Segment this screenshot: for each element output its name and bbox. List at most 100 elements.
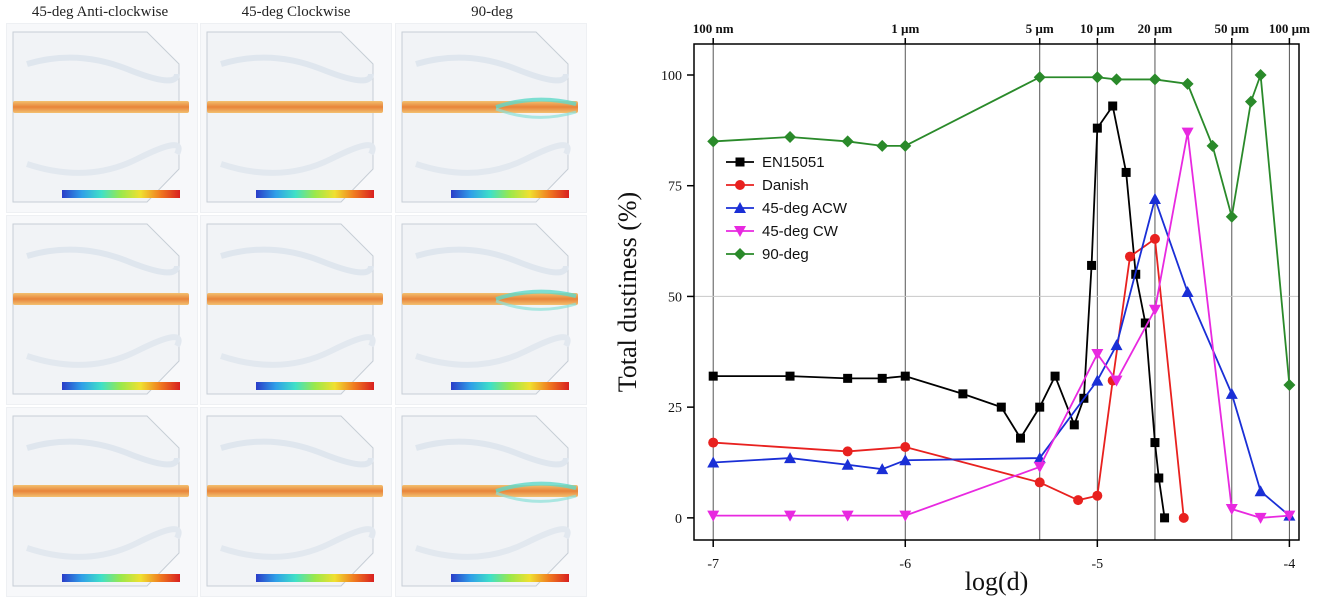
data-point bbox=[1206, 139, 1219, 152]
column-title-clockwise: 45-deg Clockwise bbox=[241, 4, 351, 20]
y-tick-label: 50 bbox=[668, 290, 682, 305]
data-point bbox=[784, 510, 797, 522]
simulation-image bbox=[206, 223, 383, 395]
ticks-layer: -7 -6 -5 -4 0 25 50 75 100 100 nm 1 µm 5 µm 10 µm 20 … bbox=[661, 21, 1310, 572]
data-point bbox=[1225, 387, 1238, 399]
data-point bbox=[1092, 490, 1103, 501]
top-axis-label: 1 µm bbox=[891, 21, 919, 36]
simulation-image bbox=[401, 31, 578, 203]
x-axis-title: log(d) bbox=[965, 567, 1029, 596]
data-point bbox=[1254, 485, 1267, 497]
data-point bbox=[708, 437, 719, 448]
data-point bbox=[784, 131, 797, 143]
data-point bbox=[1140, 318, 1150, 328]
data-point bbox=[1016, 433, 1026, 443]
data-point bbox=[1069, 420, 1079, 430]
column-title-90deg: 90-deg bbox=[471, 4, 513, 20]
data-point bbox=[1154, 473, 1164, 483]
cfd-simulation-panel: 45-deg Anti-clockwise 45-deg Clockwise 9… bbox=[0, 0, 596, 604]
data-point bbox=[1283, 379, 1296, 391]
simulation-panel bbox=[395, 407, 587, 597]
data-point bbox=[1050, 371, 1060, 381]
grid-layer bbox=[694, 44, 1299, 540]
data-point bbox=[1087, 260, 1097, 270]
data-point bbox=[1034, 477, 1045, 488]
y-tick-label: 100 bbox=[661, 69, 682, 84]
data-point bbox=[1149, 233, 1160, 244]
top-axis-label: 50 µm bbox=[1214, 21, 1249, 36]
data-point bbox=[1073, 495, 1084, 506]
data-point bbox=[734, 248, 746, 260]
simulation-panel bbox=[6, 215, 198, 405]
legend-label: EN15051 bbox=[762, 154, 825, 171]
data-point bbox=[1148, 73, 1161, 86]
data-point bbox=[1225, 504, 1238, 515]
simulation-image bbox=[401, 415, 578, 587]
simulation-panel bbox=[6, 23, 198, 213]
simulation-panel bbox=[395, 23, 587, 213]
x-tick-label: -7 bbox=[707, 557, 719, 572]
data-point bbox=[1150, 438, 1160, 448]
simulation-image bbox=[12, 223, 189, 395]
x-tick-label: -6 bbox=[899, 557, 911, 572]
y-tick-label: 0 bbox=[675, 512, 682, 527]
data-point bbox=[1254, 69, 1267, 81]
series-line bbox=[713, 132, 1290, 519]
legend-label: Danish bbox=[762, 177, 809, 194]
data-point bbox=[1121, 167, 1131, 177]
series-45-deg-cw bbox=[707, 127, 1296, 524]
data-point bbox=[1225, 210, 1238, 223]
data-point bbox=[876, 463, 889, 475]
top-axis-label: 5 µm bbox=[1026, 21, 1054, 36]
y-axis-title: Total dustiness (%) bbox=[613, 192, 642, 392]
simulation-image bbox=[206, 415, 383, 587]
series-45-deg-acw bbox=[707, 193, 1296, 521]
data-point bbox=[1110, 375, 1123, 387]
data-point bbox=[877, 373, 887, 383]
data-point bbox=[899, 454, 912, 466]
top-axis-label: 100 µm bbox=[1269, 21, 1310, 36]
simulation-image bbox=[12, 31, 189, 203]
data-point bbox=[1033, 461, 1046, 473]
data-point bbox=[1160, 513, 1170, 523]
data-point bbox=[1033, 71, 1046, 84]
simulation-panel bbox=[395, 215, 587, 405]
data-point bbox=[1181, 77, 1194, 90]
data-point bbox=[841, 510, 854, 522]
data-point bbox=[900, 442, 911, 452]
data-point bbox=[708, 371, 718, 381]
y-tick-label: 25 bbox=[668, 401, 682, 416]
data-point bbox=[899, 139, 912, 152]
simulation-panel bbox=[200, 407, 392, 597]
data-point bbox=[1244, 95, 1257, 108]
data-point bbox=[785, 371, 795, 381]
data-point bbox=[735, 180, 745, 190]
x-tick-label: -5 bbox=[1091, 557, 1103, 572]
series-90-deg bbox=[707, 69, 1296, 391]
data-point bbox=[1108, 101, 1118, 111]
data-point bbox=[784, 452, 797, 464]
data-point bbox=[841, 458, 854, 470]
data-point bbox=[996, 402, 1006, 412]
data-point bbox=[707, 456, 720, 468]
data-point bbox=[1148, 304, 1161, 316]
data-point bbox=[1091, 349, 1104, 360]
data-point bbox=[1092, 123, 1102, 133]
dustiness-chart: -7 -6 -5 -4 0 25 50 75 100 100 nm 1 µm 5 µm 10 µm 20 … bbox=[613, 21, 1310, 596]
legend-label: 45-deg CW bbox=[762, 223, 839, 240]
data-point bbox=[900, 371, 910, 381]
data-point bbox=[1110, 339, 1123, 351]
data-point bbox=[1091, 374, 1104, 386]
data-point bbox=[707, 135, 720, 148]
data-point bbox=[734, 202, 746, 213]
simulation-panel bbox=[200, 215, 392, 405]
data-point bbox=[735, 157, 745, 167]
column-title-anticlockwise: 45-deg Anti-clockwise bbox=[31, 4, 169, 20]
data-point bbox=[842, 446, 853, 457]
data-point bbox=[1124, 251, 1135, 262]
data-point bbox=[1091, 71, 1104, 84]
simulation-panel bbox=[6, 407, 198, 597]
y-tick-label: 75 bbox=[668, 180, 682, 195]
top-axis-label: 100 nm bbox=[693, 21, 734, 36]
legend-label: 90-deg bbox=[762, 246, 809, 263]
